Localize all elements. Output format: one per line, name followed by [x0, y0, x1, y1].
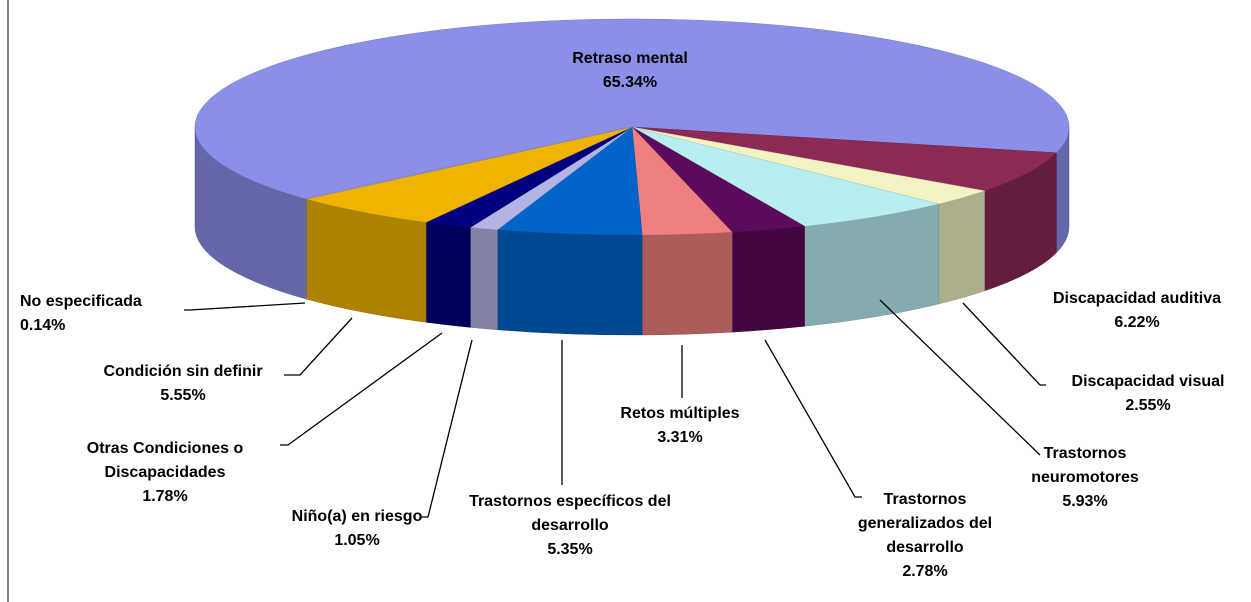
data-label: Retraso mental 65.34%: [480, 47, 780, 95]
leader-line: [184, 302, 306, 311]
leader-line: [764, 339, 862, 498]
leader-line: [284, 317, 353, 376]
data-label: No especificada 0.14%: [20, 290, 220, 338]
category-label: No especificada: [20, 293, 142, 310]
slice-side: [731, 225, 805, 333]
category-label: Trastornos neuromotores: [1031, 445, 1139, 486]
value-label: 5.35%: [547, 541, 593, 558]
slice: [496, 126, 643, 236]
leader-line: [879, 299, 1041, 456]
category-label: Trastornos específicos del desarrollo: [469, 493, 671, 534]
leader-lines: [184, 299, 1046, 518]
leader-line: [280, 332, 443, 446]
data-label: Retos múltiples 3.31%: [580, 402, 780, 450]
slice: [631, 126, 1057, 192]
data-label: Trastornos específicos del desarrollo 5.3…: [445, 490, 695, 562]
slice: [194, 18, 1070, 199]
value-label: 65.34%: [602, 74, 658, 91]
data-label: Trastornos generalizados del desarrollo 2…: [840, 488, 1010, 584]
slice-side: [303, 198, 308, 300]
data-label: Otras Condiciones o Discapacidades 1.78%: [45, 437, 285, 509]
category-label: Trastornos generalizados del desarrollo: [857, 491, 993, 556]
category-label: Retos múltiples: [620, 405, 740, 422]
slice: [304, 126, 633, 200]
slice-side: [470, 227, 498, 331]
slice-side: [641, 231, 733, 336]
category-label: Discapacidad visual: [1071, 373, 1225, 390]
value-label: 2.55%: [1125, 397, 1171, 414]
value-label: 1.78%: [142, 488, 188, 505]
slice-side: [938, 190, 985, 305]
slice: [306, 126, 633, 223]
data-label: Trastornos neuromotores 5.93%: [1020, 442, 1150, 514]
slice-side: [425, 221, 471, 328]
value-label: 1.05%: [334, 532, 380, 549]
category-label: Condición sin definir: [103, 363, 263, 380]
frame: [7, 0, 9, 602]
value-label: 0.14%: [20, 317, 66, 334]
slice: [631, 126, 939, 227]
category-label: Niño(a) en riesgo: [291, 508, 423, 525]
value-label: 5.55%: [160, 387, 206, 404]
data-label: Niño(a) en riesgo 1.05%: [257, 505, 457, 553]
value-label: 3.31%: [657, 429, 703, 446]
data-label: Discapacidad visual 2.55%: [1023, 370, 1251, 418]
value-label: 2.78%: [902, 563, 948, 580]
leader-line: [420, 339, 473, 518]
value-label: 6.22%: [1114, 314, 1160, 331]
slice-side: [497, 229, 643, 336]
data-label: Condición sin definir 5.55%: [63, 360, 303, 408]
category-label: Retraso mental: [572, 50, 688, 67]
data-label: Discapacidad auditiva 6.22%: [1012, 287, 1251, 335]
category-label: Otras Condiciones o Discapacidades: [86, 440, 244, 481]
value-label: 5.93%: [1062, 493, 1108, 510]
leader-line: [962, 302, 1046, 386]
category-label: Discapacidad auditiva: [1052, 290, 1222, 307]
